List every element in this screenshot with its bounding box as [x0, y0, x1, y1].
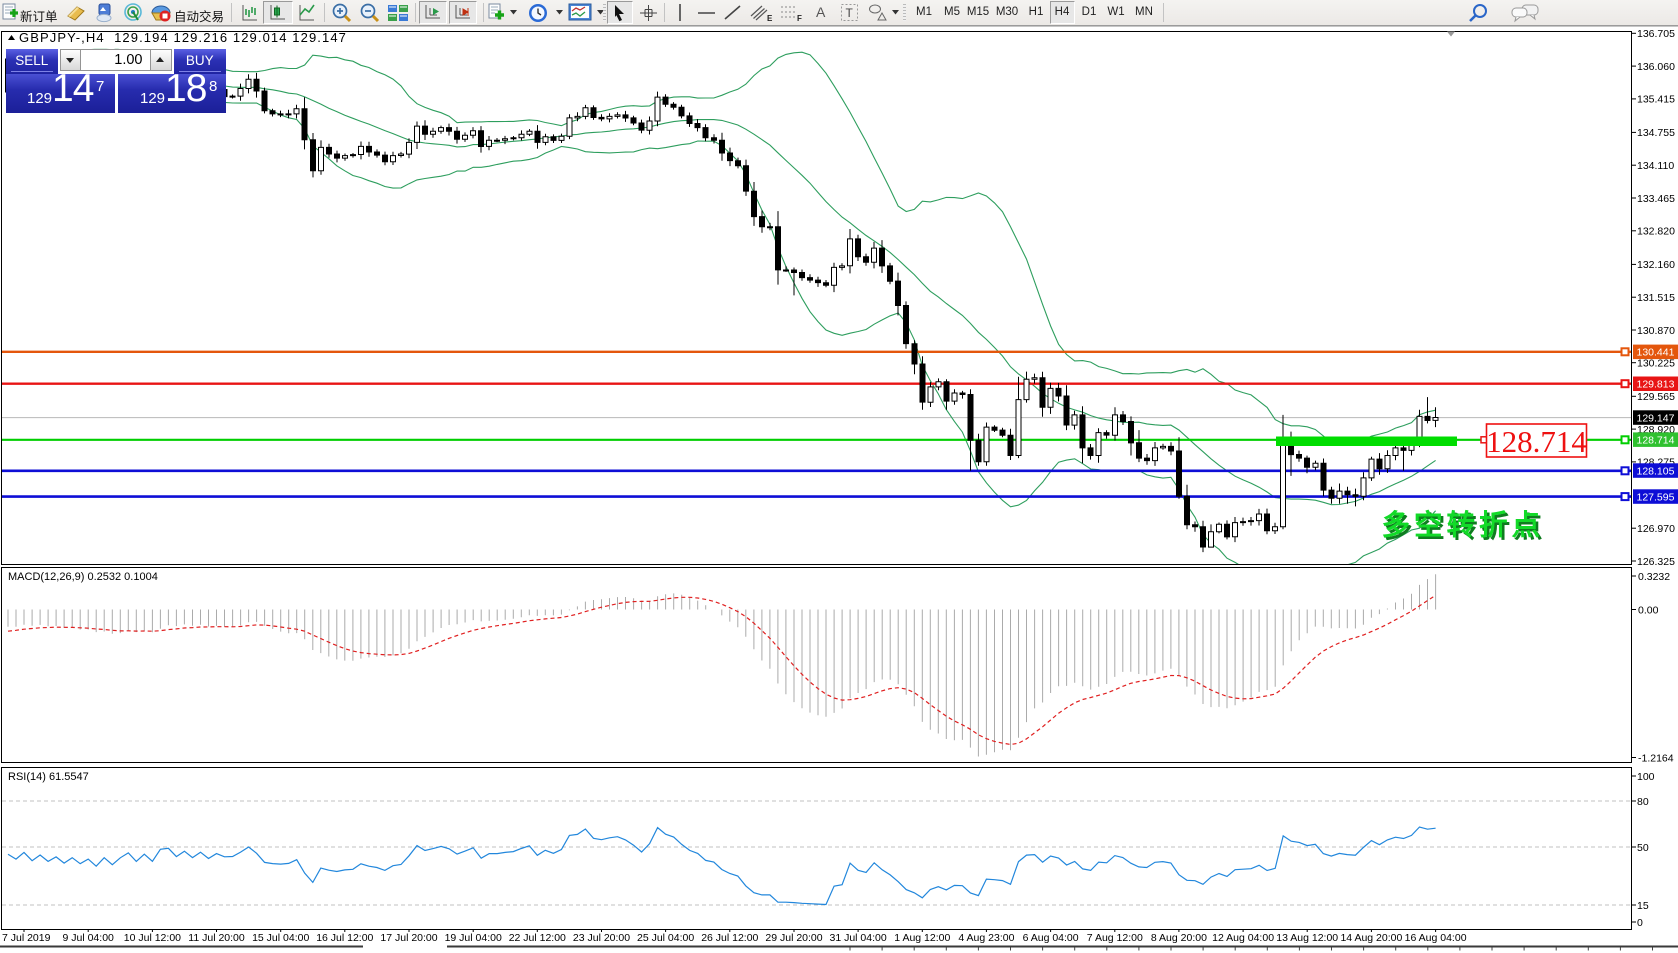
- svg-text:100: 100: [1637, 771, 1655, 783]
- svg-text:127.595: 127.595: [1637, 491, 1675, 503]
- svg-text:80: 80: [1637, 796, 1649, 808]
- svg-text:12 Aug 04:00: 12 Aug 04:00: [1212, 932, 1274, 944]
- svg-text:多空转折点: 多空转折点: [1382, 509, 1545, 542]
- svg-text:13 Aug 12:00: 13 Aug 12:00: [1276, 932, 1338, 944]
- svg-text:129.813: 129.813: [1637, 379, 1675, 391]
- svg-text:1 Aug 12:00: 1 Aug 12:00: [894, 932, 950, 944]
- svg-text:F: F: [797, 14, 802, 23]
- svg-text:0.00: 0.00: [1638, 604, 1659, 616]
- svg-text:22 Jul 12:00: 22 Jul 12:00: [509, 932, 566, 944]
- svg-text:RSI(14) 61.5547: RSI(14) 61.5547: [8, 771, 89, 783]
- svg-text:130.870: 130.870: [1637, 325, 1675, 337]
- svg-text:134.755: 134.755: [1637, 127, 1675, 139]
- svg-text:136.705: 136.705: [1637, 28, 1675, 40]
- svg-text:16 Jul 12:00: 16 Jul 12:00: [316, 932, 373, 944]
- svg-text:-1.2164: -1.2164: [1638, 752, 1674, 764]
- svg-text:9 Jul 04:00: 9 Jul 04:00: [63, 932, 115, 944]
- svg-text:132.820: 132.820: [1637, 226, 1675, 238]
- svg-text:19 Jul 04:00: 19 Jul 04:00: [445, 932, 502, 944]
- svg-text:50: 50: [1637, 842, 1649, 854]
- svg-text:133.465: 133.465: [1637, 193, 1675, 205]
- svg-text:129.147: 129.147: [1637, 412, 1675, 424]
- svg-text:135.415: 135.415: [1637, 94, 1675, 106]
- svg-text:8 Aug 20:00: 8 Aug 20:00: [1151, 932, 1207, 944]
- svg-text:11 Jul 20:00: 11 Jul 20:00: [188, 932, 245, 944]
- svg-text:128.714: 128.714: [1637, 434, 1675, 446]
- svg-text:136.060: 136.060: [1637, 61, 1675, 73]
- svg-text:15: 15: [1637, 900, 1649, 912]
- svg-text:15 Jul 04:00: 15 Jul 04:00: [252, 932, 309, 944]
- svg-text:128.714: 128.714: [1486, 424, 1587, 459]
- svg-text:0.3232: 0.3232: [1638, 571, 1670, 583]
- svg-text:126.325: 126.325: [1637, 556, 1675, 568]
- svg-text:多空转折点: 多空转折点: [1384, 511, 1547, 544]
- svg-text:130.441: 130.441: [1637, 347, 1675, 359]
- svg-text:E: E: [767, 14, 773, 23]
- svg-text:126.970: 126.970: [1637, 523, 1675, 535]
- svg-text:25 Jul 04:00: 25 Jul 04:00: [637, 932, 694, 944]
- svg-text:14 Aug 20:00: 14 Aug 20:00: [1340, 932, 1402, 944]
- svg-text:7 Jul 2019: 7 Jul 2019: [2, 932, 51, 944]
- svg-text:128.105: 128.105: [1637, 465, 1675, 477]
- svg-text:MACD(12,26,9) 0.2532 0.1004: MACD(12,26,9) 0.2532 0.1004: [8, 571, 158, 583]
- svg-text:17 Jul 20:00: 17 Jul 20:00: [380, 932, 437, 944]
- svg-text:GBPJPY-,H4 129.194 129.216 12: GBPJPY-,H4 129.194 129.216 129.014 129.1…: [19, 30, 347, 45]
- svg-text:131.515: 131.515: [1637, 292, 1675, 304]
- svg-text:T: T: [846, 6, 854, 20]
- svg-text:4 Aug 23:00: 4 Aug 23:00: [958, 932, 1014, 944]
- svg-text:23 Jul 20:00: 23 Jul 20:00: [573, 932, 630, 944]
- svg-text:10 Jul 12:00: 10 Jul 12:00: [124, 932, 181, 944]
- svg-text:134.110: 134.110: [1637, 160, 1674, 172]
- svg-text:31 Jul 04:00: 31 Jul 04:00: [829, 932, 886, 944]
- svg-text:6 Aug 04:00: 6 Aug 04:00: [1023, 932, 1079, 944]
- svg-text:7 Aug 12:00: 7 Aug 12:00: [1087, 932, 1143, 944]
- svg-text:0: 0: [1637, 917, 1643, 929]
- svg-text:26 Jul 12:00: 26 Jul 12:00: [701, 932, 758, 944]
- svg-text:29 Jul 20:00: 29 Jul 20:00: [765, 932, 822, 944]
- svg-text:129.565: 129.565: [1637, 391, 1675, 403]
- svg-text:16 Aug 04:00: 16 Aug 04:00: [1405, 932, 1467, 944]
- svg-text:132.160: 132.160: [1637, 259, 1675, 271]
- svg-text:130.225: 130.225: [1637, 358, 1675, 370]
